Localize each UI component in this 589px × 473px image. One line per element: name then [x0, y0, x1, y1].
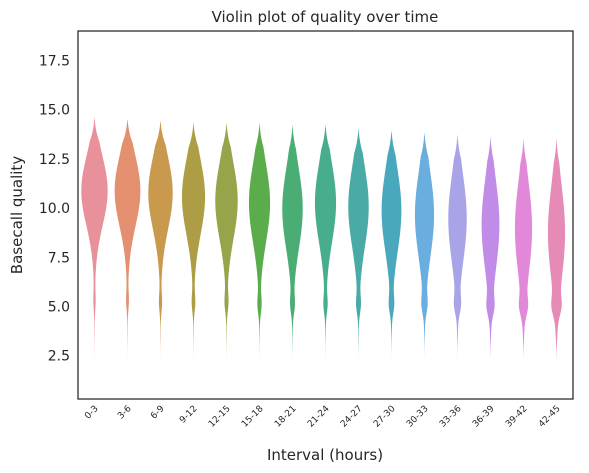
y-tick-label: 2.5	[48, 349, 70, 365]
violin-12-15	[215, 123, 238, 360]
violin-39-42	[514, 139, 533, 360]
violin-3-6	[114, 119, 141, 360]
violin-0-3	[81, 117, 108, 360]
violin-27-30	[381, 131, 402, 358]
y-axis-ticks: 2.5 5.0 7.5 10.0 12.5 15.0 17.5	[39, 54, 70, 365]
violin-42-45	[547, 139, 566, 360]
violin-36-39	[481, 137, 500, 360]
violin-24-27	[348, 129, 369, 360]
violin-21-24	[314, 125, 337, 360]
violin-30-33	[414, 133, 435, 358]
y-tick-label: 17.5	[39, 54, 70, 70]
violin-6-9	[148, 121, 173, 360]
y-tick-label: 10.0	[39, 201, 70, 217]
violin-9-12	[181, 123, 206, 360]
y-tick-label: 7.5	[48, 250, 70, 266]
x-axis-label: Interval (hours)	[267, 446, 383, 464]
violin-15-18	[248, 123, 271, 358]
y-tick-label: 15.0	[39, 103, 70, 119]
y-tick-label: 12.5	[39, 152, 70, 168]
y-axis-label: Basecall quality	[8, 156, 26, 275]
violin-33-36	[448, 135, 467, 360]
chart-title: Violin plot of quality over time	[212, 8, 439, 26]
y-tick-label: 5.0	[48, 300, 70, 316]
violin-18-21	[282, 125, 303, 358]
plot-frame	[77, 30, 574, 400]
violins-layer	[81, 117, 566, 360]
